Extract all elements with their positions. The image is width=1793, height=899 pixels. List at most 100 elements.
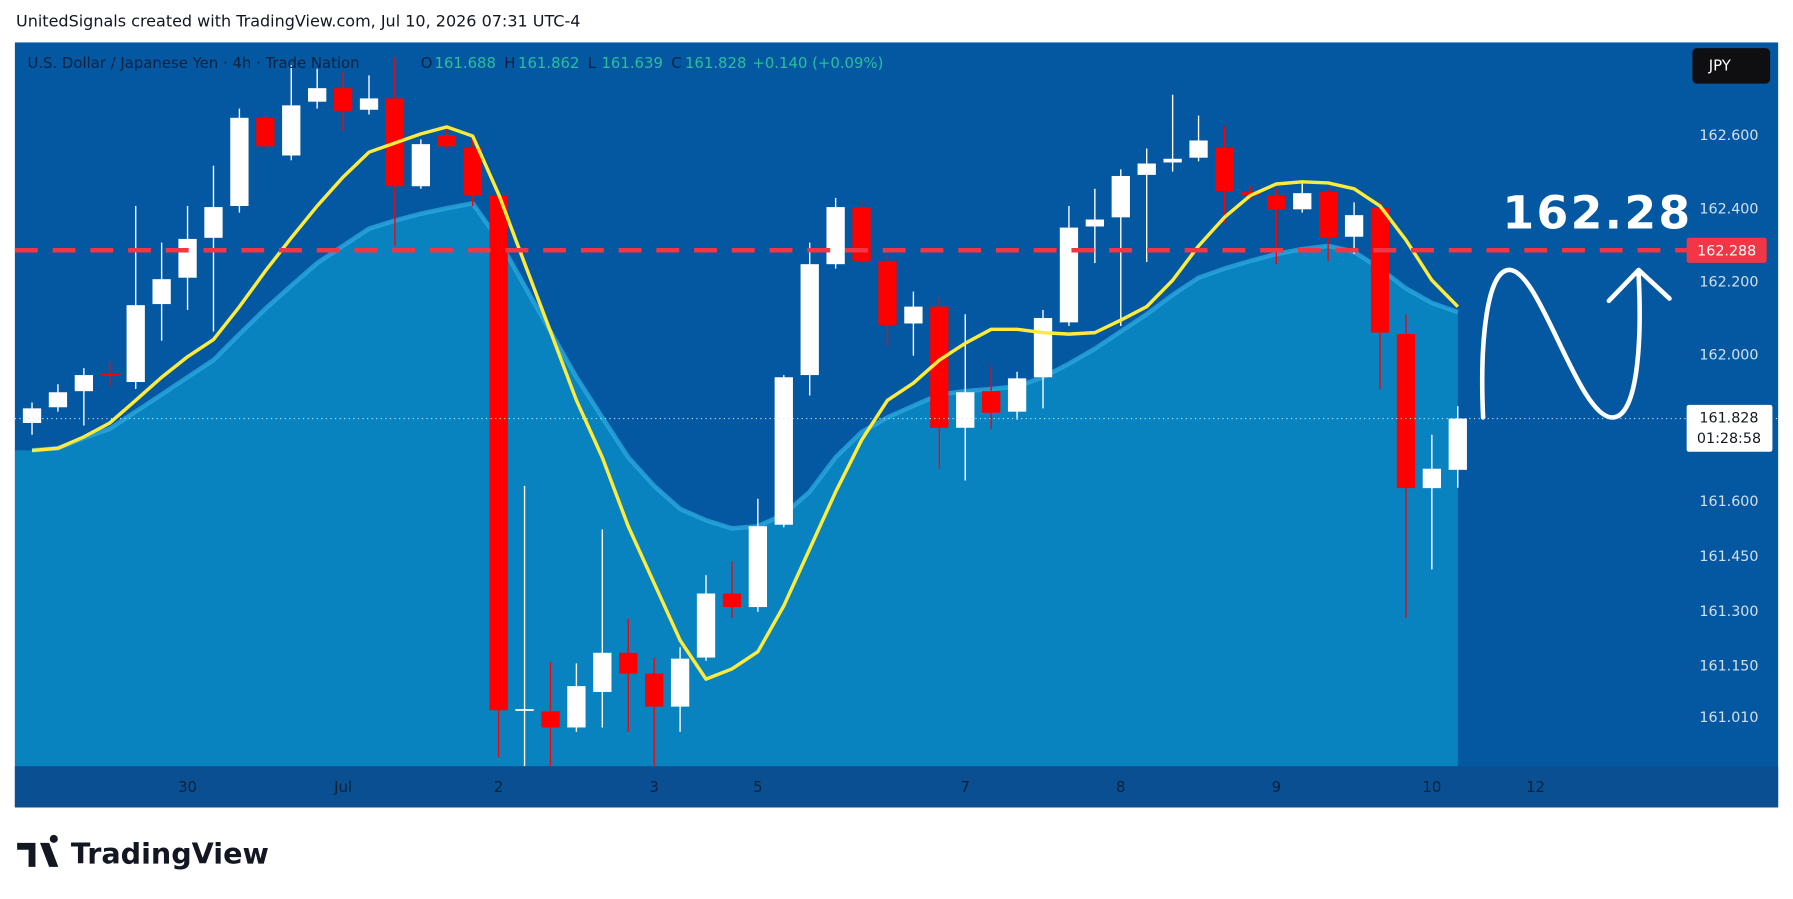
candle-body — [800, 264, 819, 376]
candle-body — [904, 306, 923, 324]
y-tick-label: 161.010 — [1699, 710, 1758, 726]
candle-body — [22, 408, 42, 423]
candle-body — [748, 526, 768, 608]
credit: UnitedSignals created with TradingView.c… — [16, 11, 580, 30]
x-tick-label: 3 — [649, 778, 658, 796]
candle-body — [1033, 317, 1053, 378]
ma-line — [31, 201, 1459, 531]
ohlc-letter: O — [421, 54, 433, 72]
level-price-box — [1686, 237, 1767, 263]
y-tick-label: 161.150 — [1699, 659, 1758, 675]
candle-body — [1422, 468, 1442, 489]
candle-body — [1137, 163, 1156, 175]
y-tick-label: 161.600 — [1699, 494, 1758, 510]
candle-body — [489, 195, 508, 711]
candle-body — [1215, 147, 1234, 191]
candle-body — [48, 392, 68, 408]
candle-body — [567, 686, 586, 728]
candle-body — [1396, 334, 1416, 489]
candle-body — [152, 279, 171, 305]
level-annotation: 162.28 — [1502, 187, 1692, 240]
candle-body — [74, 375, 94, 392]
brand-name: TradingView — [71, 836, 269, 870]
candle-body — [645, 673, 664, 707]
candle-body — [930, 306, 949, 428]
candle-body — [1319, 192, 1338, 238]
candle-body — [1163, 158, 1182, 163]
ma-area — [14, 203, 1458, 767]
candle-body — [1293, 193, 1312, 210]
time-axis-background — [14, 766, 1779, 808]
ohlc-value: 161.639 — [601, 54, 662, 72]
ohlc-value: 161.828 — [685, 54, 746, 72]
y-tick-label: 162.400 — [1699, 201, 1758, 217]
countdown-label: 01:28:58 — [1697, 431, 1761, 447]
current-price-label: 161.828 — [1699, 411, 1758, 427]
candle-body — [956, 392, 975, 428]
brand-logo: TradingView — [17, 834, 269, 870]
y-tick-label: 161.300 — [1699, 604, 1758, 620]
ohlc-letter: H — [504, 54, 515, 72]
candle-body — [619, 652, 638, 674]
candle-body — [359, 98, 379, 110]
candle-body — [463, 147, 482, 196]
current-price-box — [1686, 404, 1773, 452]
candle-body — [411, 144, 431, 187]
candle-body — [256, 117, 275, 147]
y-tick-label: 162.000 — [1699, 348, 1758, 364]
hand-drawn-arrow — [1480, 267, 1672, 420]
candle-body — [774, 377, 793, 525]
candle-body — [230, 117, 249, 206]
candle-body — [670, 658, 690, 707]
candle-body — [126, 305, 145, 383]
ohlc-letter: L — [588, 54, 597, 72]
candle-body — [1344, 215, 1364, 237]
x-tick-label: 30 — [178, 778, 197, 796]
candle-body — [696, 593, 716, 658]
candle-body — [1189, 140, 1208, 158]
candle-body — [1007, 378, 1027, 412]
candle-body — [593, 652, 612, 692]
x-tick-label: 5 — [753, 778, 762, 796]
candle-body — [1370, 208, 1390, 333]
x-tick-label: 8 — [1116, 778, 1125, 796]
x-tick-label: 7 — [961, 778, 970, 796]
candle-body — [100, 373, 119, 376]
candle-body — [333, 88, 353, 111]
symbol-label: U.S. Dollar / Japanese Yen · 4h · Trade … — [27, 54, 359, 72]
candle-body — [722, 593, 742, 608]
candle-body — [878, 260, 897, 325]
y-tick-label: 162.600 — [1699, 128, 1758, 144]
x-tick-label: 9 — [1272, 778, 1281, 796]
candle-body — [1448, 418, 1467, 470]
change-label: +0.140 (+0.09%) — [752, 54, 883, 72]
ohlc-letter: C — [671, 54, 681, 72]
currency-button[interactable] — [1692, 48, 1771, 84]
y-tick-label: 161.450 — [1699, 549, 1758, 565]
candle-body — [541, 711, 560, 728]
y-tick-label: 162.200 — [1699, 274, 1758, 290]
candle-body — [308, 88, 327, 102]
x-tick-label: 10 — [1422, 778, 1441, 796]
candle-body — [1111, 175, 1130, 218]
ma-line — [31, 125, 1460, 681]
candle-body — [1267, 195, 1286, 210]
candle-body — [1085, 219, 1105, 227]
candle-body — [178, 238, 197, 278]
candle-body — [282, 105, 301, 156]
candle-body — [437, 134, 456, 147]
ohlc-value: 161.688 — [435, 54, 496, 72]
ohlc-value: 161.862 — [518, 54, 579, 72]
candle-body — [826, 207, 845, 265]
candle-body — [1059, 227, 1079, 323]
x-tick-label: 2 — [494, 778, 503, 796]
level-price-label: 162.288 — [1697, 243, 1756, 259]
currency-label[interactable]: JPY — [1708, 56, 1732, 74]
x-tick-label: Jul — [333, 778, 352, 796]
candle-body — [204, 207, 223, 238]
candle-body — [515, 709, 534, 711]
x-tick-label: 12 — [1526, 778, 1545, 796]
candle-body — [852, 207, 871, 261]
candle-body — [982, 391, 1001, 413]
